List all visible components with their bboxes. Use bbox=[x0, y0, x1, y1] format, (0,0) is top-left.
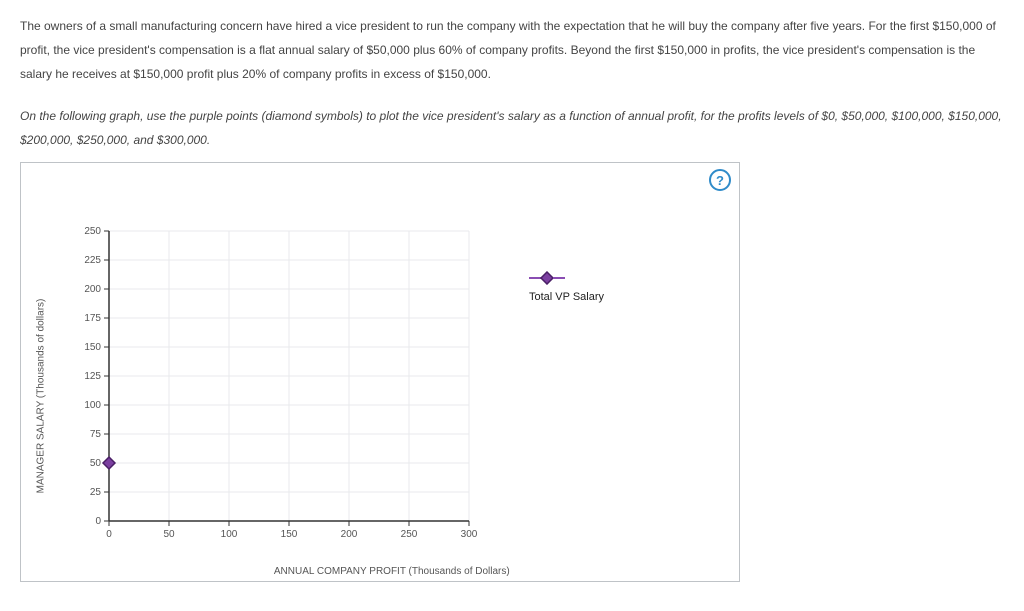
svg-text:300: 300 bbox=[461, 529, 478, 540]
chart-frame: ? MANAGER SALARY (Thousands of dollars) … bbox=[20, 162, 740, 582]
legend-marker-diamond-icon bbox=[529, 271, 565, 285]
svg-text:100: 100 bbox=[84, 400, 101, 411]
svg-text:25: 25 bbox=[90, 487, 102, 498]
svg-text:50: 50 bbox=[163, 529, 175, 540]
chart-svg[interactable]: 0 50 100 150 200 250 300 0 25 50 75 100 125 150 175 200… bbox=[59, 221, 489, 561]
legend-draggable[interactable]: Total VP Salary bbox=[529, 271, 604, 303]
legend-label: Total VP Salary bbox=[529, 291, 604, 303]
x-axis-label: ANNUAL COMPANY PROFIT (Thousands of Doll… bbox=[274, 566, 510, 577]
svg-text:150: 150 bbox=[281, 529, 298, 540]
help-button[interactable]: ? bbox=[709, 169, 731, 191]
svg-text:250: 250 bbox=[84, 226, 101, 237]
y-axis-label: MANAGER SALARY (Thousands of dollars) bbox=[36, 299, 47, 494]
svg-text:100: 100 bbox=[221, 529, 238, 540]
problem-text: The owners of a small manufacturing conc… bbox=[20, 14, 1004, 152]
svg-text:50: 50 bbox=[90, 458, 102, 469]
svg-text:0: 0 bbox=[95, 516, 101, 527]
svg-text:125: 125 bbox=[84, 371, 101, 382]
svg-text:0: 0 bbox=[106, 529, 112, 540]
problem-instruction: On the following graph, use the purple p… bbox=[20, 104, 1004, 152]
chart-area[interactable]: MANAGER SALARY (Thousands of dollars) 05… bbox=[59, 221, 699, 571]
svg-text:175: 175 bbox=[84, 313, 101, 324]
help-icon: ? bbox=[716, 173, 724, 188]
svg-text:150: 150 bbox=[84, 342, 101, 353]
svg-text:200: 200 bbox=[341, 529, 358, 540]
svg-text:75: 75 bbox=[90, 429, 102, 440]
svg-text:225: 225 bbox=[84, 255, 101, 266]
problem-paragraph-1: The owners of a small manufacturing conc… bbox=[20, 14, 1004, 86]
svg-text:250: 250 bbox=[401, 529, 418, 540]
svg-text:200: 200 bbox=[84, 284, 101, 295]
